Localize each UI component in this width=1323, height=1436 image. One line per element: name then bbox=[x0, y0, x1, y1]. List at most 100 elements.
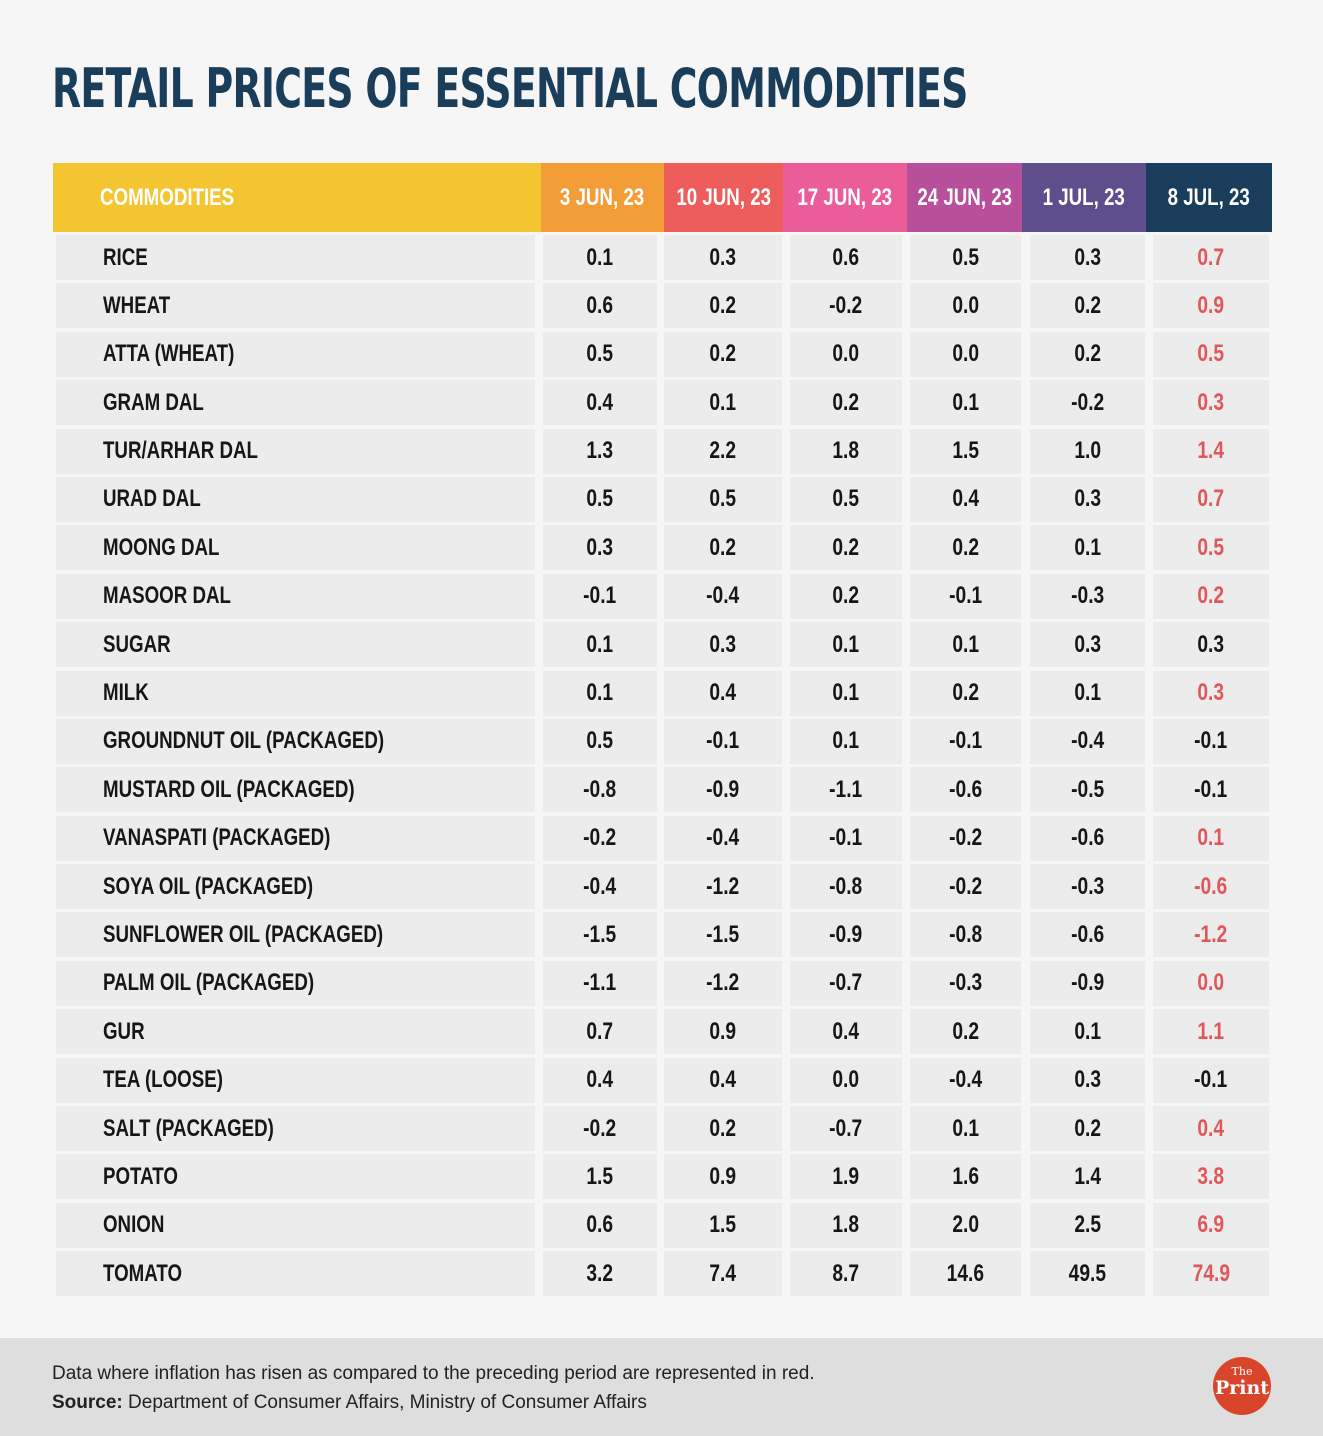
value-cell-24-jun-23: -0.2 bbox=[910, 864, 1021, 910]
value-label: 0.5 bbox=[1197, 533, 1225, 561]
value-cell-3-jun-23: 3.2 bbox=[543, 1251, 657, 1297]
value-label: 74.9 bbox=[1192, 1259, 1230, 1287]
value-cell-3-jun-23: 0.4 bbox=[543, 1057, 657, 1103]
value-cell-1-jul-23: 2.5 bbox=[1030, 1202, 1145, 1248]
value-label: -0.1 bbox=[1194, 775, 1228, 803]
value-label: 0.0 bbox=[1197, 969, 1225, 997]
value-label: 0.1 bbox=[832, 630, 860, 658]
value-cell-10-jun-23: 0.4 bbox=[664, 1057, 782, 1103]
value-cell-24-jun-23: -0.8 bbox=[910, 912, 1021, 958]
value-label: 0.3 bbox=[1074, 243, 1101, 271]
commodity-label: MILK bbox=[103, 679, 149, 707]
value-cell-10-jun-23: 0.4 bbox=[664, 670, 782, 716]
source-label: Source: bbox=[52, 1392, 123, 1413]
value-cell-10-jun-23: 0.2 bbox=[664, 331, 782, 377]
value-label: 0.2 bbox=[1074, 291, 1101, 319]
column-header-label: 1 JUL, 23 bbox=[1042, 183, 1126, 211]
value-label: 1.3 bbox=[586, 437, 614, 465]
value-label: 1.5 bbox=[586, 1162, 614, 1190]
value-cell-3-jun-23: 0.3 bbox=[543, 525, 657, 571]
commodity-name: SOYA OIL (PACKAGED) bbox=[56, 864, 535, 910]
value-cell-3-jun-23: 0.1 bbox=[543, 670, 657, 716]
value-cell-1-jul-23: -0.3 bbox=[1030, 573, 1145, 619]
value-label: 1.9 bbox=[832, 1162, 860, 1190]
table-row-wheat: WHEAT 0.6 0.2 -0.2 0.0 0.2 0.9 bbox=[0, 283, 1323, 329]
value-label: 0.2 bbox=[709, 291, 737, 319]
value-label: -0.1 bbox=[1194, 727, 1228, 755]
value-cell-3-jun-23: 0.4 bbox=[543, 380, 657, 426]
value-cell-10-jun-23: 2.2 bbox=[664, 428, 782, 474]
value-label: -0.2 bbox=[583, 824, 617, 852]
table-row-palm-oil-packaged: PALM OIL (PACKAGED) -1.1 -1.2 -0.7 -0.3 -0.9 0… bbox=[0, 960, 1323, 1006]
value-label: -0.4 bbox=[1070, 727, 1105, 755]
column-header-label: 8 JUL, 23 bbox=[1167, 183, 1251, 211]
value-cell-17-jun-23: 0.2 bbox=[790, 525, 902, 571]
column-header-label: 3 JUN, 23 bbox=[560, 183, 645, 211]
table-row-potato: POTATO 1.5 0.9 1.9 1.6 1.4 3.8 bbox=[0, 1154, 1323, 1200]
value-cell-8-jul-23: 74.9 bbox=[1153, 1251, 1269, 1297]
value-label: 1.6 bbox=[952, 1162, 979, 1190]
value-cell-24-jun-23: 2.0 bbox=[910, 1202, 1021, 1248]
value-label: 0.1 bbox=[952, 630, 979, 658]
value-cell-3-jun-23: 1.3 bbox=[543, 428, 657, 474]
value-cell-8-jul-23: 0.3 bbox=[1153, 380, 1269, 426]
commodity-label: POTATO bbox=[103, 1162, 178, 1190]
value-cell-3-jun-23: 0.6 bbox=[543, 283, 657, 329]
table-row-vanaspati-packaged: VANASPATI (PACKAGED) -0.2 -0.4 -0.1 -0.2 -0.6… bbox=[0, 815, 1323, 861]
value-label: -0.8 bbox=[583, 775, 617, 803]
value-cell-1-jul-23: -0.3 bbox=[1030, 864, 1145, 910]
table-row-tea-loose: TEA (LOOSE) 0.4 0.4 0.0 -0.4 0.3 -0.1 bbox=[0, 1057, 1323, 1103]
value-label: 0.5 bbox=[832, 485, 860, 513]
value-cell-10-jun-23: 0.9 bbox=[664, 1009, 782, 1055]
table-row-gram-dal: GRAM DAL 0.4 0.1 0.2 0.1 -0.2 0.3 bbox=[0, 380, 1323, 426]
value-cell-3-jun-23: -0.8 bbox=[543, 767, 657, 813]
value-cell-17-jun-23: 1.8 bbox=[790, 428, 902, 474]
value-label: 1.4 bbox=[1197, 437, 1225, 465]
value-cell-3-jun-23: -0.1 bbox=[543, 573, 657, 619]
commodity-label: VANASPATI (PACKAGED) bbox=[103, 824, 331, 852]
table-header: COMMODITIES 3 JUN, 23 10 JUN, 23 17 JUN, 23… bbox=[53, 163, 1272, 232]
column-header-17-jun-23: 17 JUN, 23 bbox=[783, 163, 907, 232]
table-row-sunflower-oil-packaged: SUNFLOWER OIL (PACKAGED) -1.5 -1.5 -0.9 -0.8… bbox=[0, 912, 1323, 958]
value-label: 0.3 bbox=[1074, 485, 1101, 513]
value-label: 0.6 bbox=[586, 291, 614, 319]
value-label: 0.1 bbox=[952, 1114, 979, 1142]
value-cell-24-jun-23: -0.2 bbox=[910, 815, 1021, 861]
table-row-rice: RICE 0.1 0.3 0.6 0.5 0.3 0.7 bbox=[0, 235, 1323, 280]
value-label: 0.2 bbox=[709, 340, 737, 368]
value-label: -0.2 bbox=[948, 872, 983, 900]
value-label: -0.4 bbox=[948, 1066, 983, 1094]
value-cell-10-jun-23: -0.9 bbox=[664, 767, 782, 813]
value-label: 0.4 bbox=[709, 679, 737, 707]
value-cell-1-jul-23: -0.6 bbox=[1030, 815, 1145, 861]
value-cell-3-jun-23: -0.2 bbox=[543, 815, 657, 861]
value-cell-8-jul-23: 0.0 bbox=[1153, 960, 1269, 1006]
commodity-name: TOMATO bbox=[56, 1251, 535, 1297]
column-header-8-jul-23: 8 JUL, 23 bbox=[1146, 163, 1272, 232]
value-cell-8-jul-23: 0.2 bbox=[1153, 573, 1269, 619]
footer bbox=[0, 1338, 1323, 1436]
value-label: 49.5 bbox=[1068, 1259, 1107, 1287]
value-cell-3-jun-23: 0.1 bbox=[543, 622, 657, 668]
value-label: 0.2 bbox=[952, 679, 979, 707]
value-cell-17-jun-23: 0.2 bbox=[790, 573, 902, 619]
value-cell-17-jun-23: 0.5 bbox=[790, 476, 902, 522]
value-cell-3-jun-23: 0.5 bbox=[543, 331, 657, 377]
value-cell-1-jul-23: 0.1 bbox=[1030, 525, 1145, 571]
value-label: 0.2 bbox=[832, 533, 860, 561]
value-cell-10-jun-23: 1.5 bbox=[664, 1202, 782, 1248]
value-cell-3-jun-23: 0.5 bbox=[543, 476, 657, 522]
value-cell-1-jul-23: -0.9 bbox=[1030, 960, 1145, 1006]
value-label: 0.3 bbox=[1074, 630, 1101, 658]
value-cell-24-jun-23: 0.5 bbox=[910, 235, 1021, 280]
column-header-1-jul-23: 1 JUL, 23 bbox=[1022, 163, 1146, 232]
page-title: RETAIL PRICES OF ESSENTIAL COMMODITIES bbox=[52, 57, 968, 120]
value-cell-1-jul-23: -0.2 bbox=[1030, 380, 1145, 426]
table-row-gur: GUR 0.7 0.9 0.4 0.2 0.1 1.1 bbox=[0, 1009, 1323, 1055]
value-label: -0.2 bbox=[829, 291, 863, 319]
value-label: 2.2 bbox=[709, 437, 737, 465]
value-cell-8-jul-23: -0.6 bbox=[1153, 864, 1269, 910]
table-row-tur-arhar-dal: TUR/ARHAR DAL 1.3 2.2 1.8 1.5 1.0 1.4 bbox=[0, 428, 1323, 474]
commodity-name: VANASPATI (PACKAGED) bbox=[56, 815, 535, 861]
value-label: -0.6 bbox=[1194, 872, 1228, 900]
